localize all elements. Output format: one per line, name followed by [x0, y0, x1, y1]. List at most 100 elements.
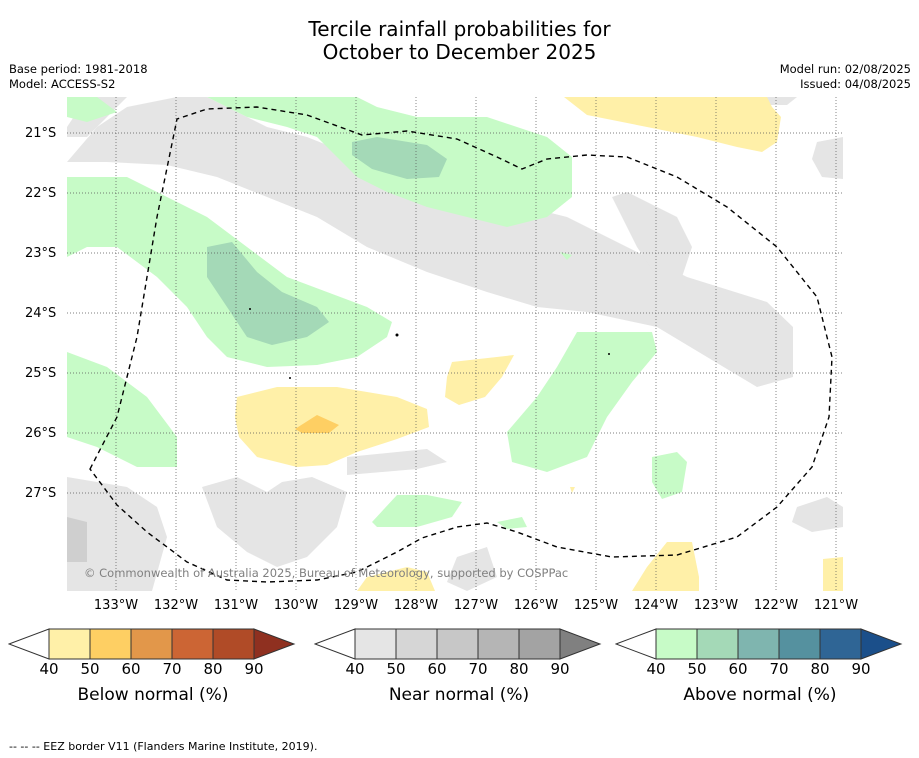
lon-label-129w: 129°W [333, 598, 379, 613]
lon-label-125w: 125°W [573, 598, 619, 613]
lon-label-132w: 132°W [153, 598, 199, 613]
colorbar-near-normal-arrow-low [314, 628, 356, 660]
title-line-2: October to December 2025 [322, 40, 597, 64]
above-normal-patch-small [497, 517, 527, 529]
cbar-below-tick: 60 [121, 660, 141, 678]
below-normal-50-patch [295, 415, 339, 433]
near-normal-regions [67, 97, 843, 591]
lat-label-24s: 24°S [25, 306, 57, 321]
colorbar-above-normal-arrow-high [860, 628, 903, 660]
colorbar-near-normal [314, 628, 602, 660]
cbar-above-tick: 70 [769, 660, 789, 678]
above-normal-center-east [507, 332, 657, 472]
issued-text: Issued: 04/08/2025 [800, 77, 911, 91]
lon-label-121w: 121°W [813, 598, 859, 613]
colorbar-near-normal-bin-3 [436, 628, 479, 660]
above-normal-patch-east [652, 452, 687, 499]
island-marker [249, 308, 251, 310]
near-normal-patch-se [792, 497, 843, 532]
model-run-text: Model run: 02/08/2025 [779, 62, 911, 76]
lat-label-21s: 21°S [25, 126, 57, 141]
cbar-below-tick: 90 [244, 660, 264, 678]
island-marker [289, 377, 291, 379]
meta-right: Model run: 02/08/2025 Issued: 04/08/2025 [780, 62, 911, 92]
lat-label-23s: 23°S [25, 246, 57, 261]
near-normal-patch-sw [67, 477, 167, 591]
cbar-above-tick: 90 [851, 660, 871, 678]
cbar-above-tick: 80 [810, 660, 830, 678]
below-normal-south-1 [632, 542, 699, 591]
above-normal-50-north [352, 137, 447, 179]
below-normal-tiny [570, 487, 575, 493]
cbar-near-title: Near normal (%) [388, 685, 530, 705]
lon-label-126w: 126°W [513, 598, 559, 613]
copyright-text: © Commonwealth of Australia 2025, Bureau… [84, 566, 569, 580]
island-markers [249, 308, 610, 379]
colorbar-below-normal-bin-4 [171, 628, 214, 660]
below-normal-center [445, 355, 514, 405]
colorbar-above-normal-arrow-low [615, 628, 657, 660]
lon-label-131w: 131°W [213, 598, 259, 613]
colorbar-below-normal-bin-3 [130, 628, 173, 660]
colorbar-below-normal-bin-2 [89, 628, 132, 660]
colorbar-above-normal [615, 628, 903, 660]
lat-label-27s: 27°S [25, 486, 57, 501]
cbar-near-tick: 40 [345, 660, 365, 678]
colorbar-above-normal-bin-2 [696, 628, 739, 660]
lon-label-124w: 124°W [633, 598, 679, 613]
lat-label-26s: 26°S [25, 426, 57, 441]
model-text: Model: ACCESS-S2 [9, 77, 116, 91]
colorbar-near-normal-bin-2 [395, 628, 438, 660]
colorbar-above-normal-bin-4 [778, 628, 821, 660]
map-svg [67, 97, 843, 591]
above-normal-nw-edge [67, 97, 117, 122]
above-normal-50-regions [207, 137, 447, 345]
near-normal-50-regions [67, 517, 87, 562]
colorbar-above-normal-bin-3 [737, 628, 780, 660]
lon-label-128w: 128°W [393, 598, 439, 613]
near-normal-patch-south [202, 477, 347, 567]
lat-label-22s: 22°S [25, 186, 57, 201]
below-normal-south-2 [357, 567, 435, 591]
near-normal-patch-south-mid [447, 547, 497, 591]
lon-label-130w: 130°W [273, 598, 319, 613]
colorbar-above-normal-bin-5 [819, 628, 862, 660]
near-normal-50-patch-sw [67, 517, 87, 562]
lat-label-25s: 25°S [25, 366, 57, 381]
near-normal-band-north [67, 97, 793, 387]
colorbar-below-normal [8, 628, 296, 660]
cbar-above-tick: 40 [646, 660, 666, 678]
above-normal-patch-south [372, 495, 462, 527]
colorbar-above-normal-bin-1 [655, 628, 698, 660]
above-normal-patch-tiny [560, 252, 572, 260]
lon-label-127w: 127°W [453, 598, 499, 613]
grid-lines [67, 97, 843, 591]
above-normal-50-west [207, 242, 329, 345]
near-normal-patch-mid [347, 449, 447, 475]
cbar-near-tick: 50 [386, 660, 406, 678]
colorbar-below-normal-arrow-low [8, 628, 50, 660]
eez-border [89, 106, 833, 583]
cbar-below-tick: 50 [80, 660, 100, 678]
lon-label-133w: 133°W [93, 598, 139, 613]
cbar-near-tick: 80 [509, 660, 529, 678]
colorbar-near-normal-bin-4 [477, 628, 520, 660]
near-normal-patch-small [305, 179, 329, 202]
below-normal-se [823, 557, 843, 591]
below-normal-50-regions [295, 415, 339, 433]
base-period-text: Base period: 1981-2018 [9, 62, 148, 76]
near-normal-patch-ne [612, 192, 692, 277]
cbar-below-tick: 40 [39, 660, 59, 678]
cbar-above-tick: 60 [728, 660, 748, 678]
cbar-below-tick: 70 [162, 660, 182, 678]
colorbar-below-normal-arrow-high [253, 628, 296, 660]
colorbar-near-normal-bin-1 [354, 628, 397, 660]
cbar-near-tick: 70 [468, 660, 488, 678]
lon-label-123w: 123°W [693, 598, 739, 613]
eez-footnote: -- -- -- EEZ border V11 (Flanders Marine… [9, 740, 318, 753]
near-normal-patch-east [812, 137, 843, 179]
meta-left: Base period: 1981-2018 Model: ACCESS-S2 [9, 62, 148, 92]
lon-label-122w: 122°W [753, 598, 799, 613]
above-normal-sw [67, 352, 177, 467]
cbar-near-tick: 90 [550, 660, 570, 678]
